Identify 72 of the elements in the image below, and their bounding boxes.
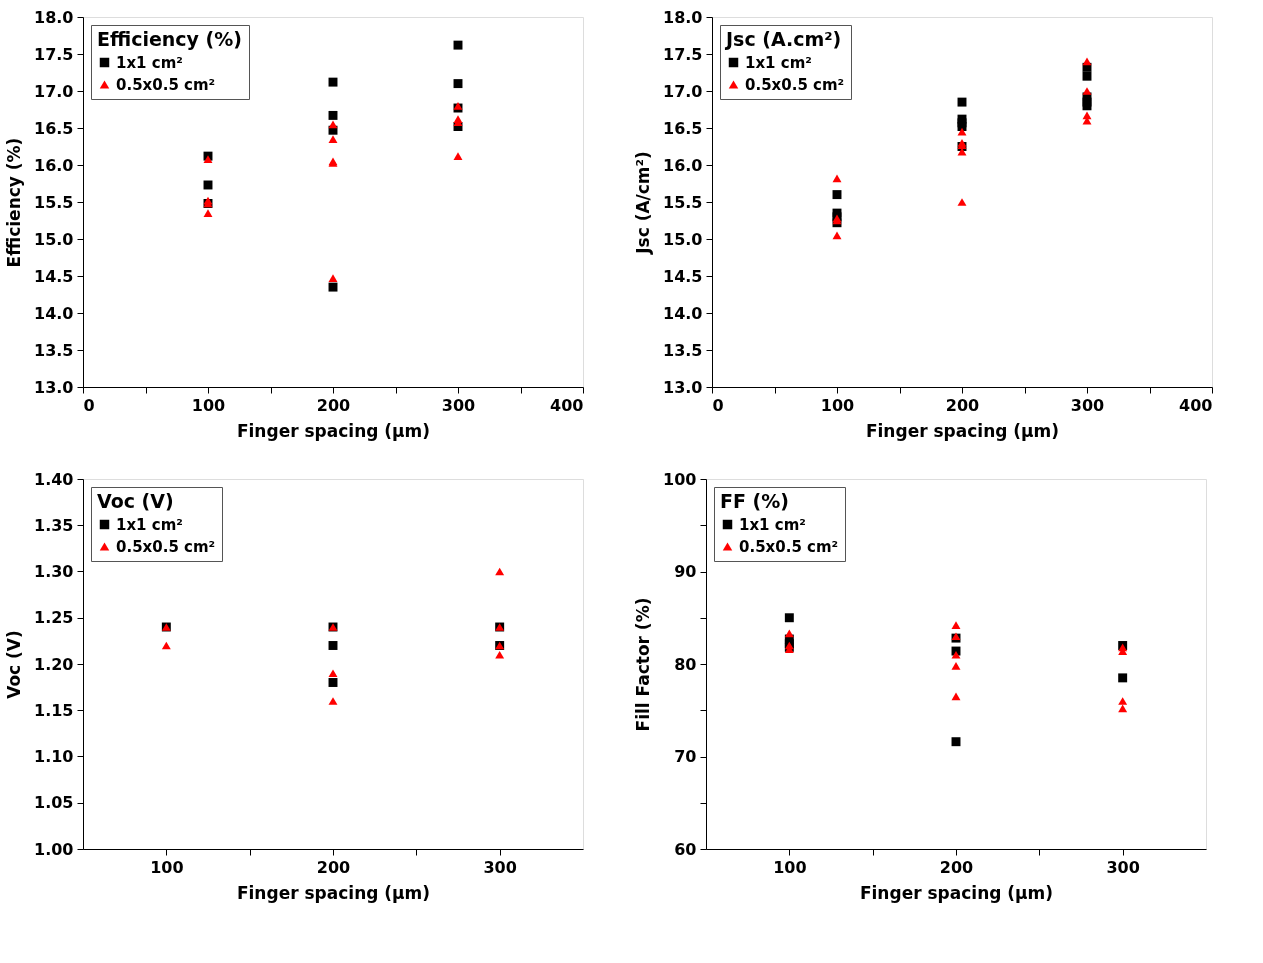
y-tick-label: 13.0 — [663, 377, 703, 397]
y-tick-label: 1.40 — [34, 469, 74, 489]
y-tick-label: 17.5 — [34, 44, 74, 64]
legend-label: 0.5x0.5 cm² — [116, 537, 216, 556]
legend-label: 1x1 cm² — [739, 515, 806, 534]
y-axis-title: Voc (V) — [4, 630, 25, 699]
x-tick-label: 300 — [441, 395, 476, 415]
y-tick-label: 60 — [674, 839, 697, 859]
x-axis-title: Finger spacing (µm) — [865, 420, 1060, 441]
legend-title: Jsc (A.cm²) — [724, 28, 842, 50]
y-tick-label: 17.0 — [34, 81, 74, 101]
legend-label: 0.5x0.5 cm² — [745, 75, 845, 94]
y-tick-label: 15.0 — [663, 229, 703, 249]
x-tick-label: 300 — [483, 857, 517, 877]
y-axis-title: Fill Factor (%) — [633, 597, 654, 732]
legend-title: Efficiency (%) — [97, 28, 243, 50]
legend-title: FF (%) — [720, 490, 789, 512]
y-tick-label: 17.5 — [663, 44, 703, 64]
x-tick-label: 100 — [773, 857, 807, 877]
x-tick-label: 200 — [316, 395, 351, 415]
x-axis-title: Finger spacing (µm) — [236, 882, 431, 903]
y-axis-title: Jsc (A/cm²) — [633, 151, 654, 255]
y-tick-label: 1.15 — [34, 700, 74, 720]
y-tick-label: 16.5 — [34, 118, 74, 138]
y-tick-label: 1.35 — [34, 515, 74, 535]
y-tick-label: 90 — [674, 562, 697, 581]
y-tick-label: 1.00 — [34, 839, 74, 859]
x-tick-label: 300 — [1070, 395, 1105, 415]
x-tick-label: 100 — [191, 395, 226, 415]
y-tick-label: 16.0 — [34, 155, 74, 175]
x-tick-label: 100 — [150, 857, 184, 877]
y-tick-label: 15.5 — [663, 192, 703, 212]
x-tick-label: 100 — [820, 395, 855, 415]
x-axis-title: Finger spacing (µm) — [236, 420, 431, 441]
y-tick-label: 16.5 — [663, 118, 703, 138]
y-tick-label: 1.05 — [34, 793, 74, 813]
y-tick-label: 100 — [663, 469, 697, 489]
y-tick-label: 15.0 — [34, 229, 74, 249]
y-tick-label: 1.25 — [34, 608, 74, 628]
x-tick-label: 200 — [945, 395, 980, 415]
legend-title: Voc (V) — [97, 490, 174, 512]
y-axis-title: Efficiency (%) — [4, 137, 25, 268]
y-tick-label: 18.0 — [663, 7, 703, 27]
y-tick-label: 15.5 — [34, 192, 74, 212]
legend-label: 0.5x0.5 cm² — [739, 537, 839, 556]
y-tick-label: 14.5 — [34, 266, 74, 286]
y-tick-label: 14.5 — [663, 266, 703, 286]
y-tick-label: 17.0 — [663, 81, 703, 101]
x-tick-label: 400 — [1179, 395, 1213, 415]
legend-label: 1x1 cm² — [745, 53, 812, 72]
x-tick-label: 0 — [712, 395, 724, 415]
y-tick-label: 80 — [674, 654, 697, 674]
y-tick-label: 16.0 — [663, 155, 703, 175]
legend-label: 0.5x0.5 cm² — [116, 75, 216, 94]
y-tick-label: 14.0 — [34, 303, 74, 323]
y-tick-label: 18.0 — [34, 7, 74, 27]
y-tick-label: 70 — [674, 747, 697, 766]
y-tick-label: 13.5 — [663, 340, 703, 360]
y-tick-label: 13.0 — [34, 377, 74, 397]
x-tick-label: 200 — [316, 857, 351, 877]
x-axis-title: Finger spacing (µm) — [859, 882, 1054, 903]
y-tick-label: 13.5 — [34, 340, 74, 360]
y-tick-label: 1.30 — [34, 562, 74, 581]
x-tick-label: 200 — [939, 857, 974, 877]
y-tick-label: 1.10 — [34, 747, 74, 766]
legend-label: 1x1 cm² — [116, 515, 183, 534]
y-tick-label: 14.0 — [663, 303, 703, 323]
y-tick-label: 1.20 — [34, 654, 74, 674]
legend-label: 1x1 cm² — [116, 53, 183, 72]
x-tick-label: 400 — [550, 395, 584, 415]
x-tick-label: 300 — [1106, 857, 1140, 877]
x-tick-label: 0 — [83, 395, 95, 415]
